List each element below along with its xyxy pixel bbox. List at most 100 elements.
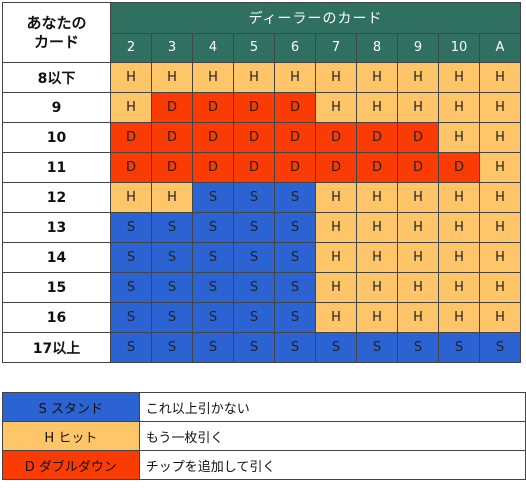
action-cell: S bbox=[233, 242, 275, 273]
action-cell: S bbox=[233, 332, 275, 363]
action-cell: S bbox=[274, 242, 316, 273]
your-card-header: あなたの カード bbox=[2, 2, 111, 63]
action-cell: H bbox=[315, 242, 357, 273]
action-cell: H bbox=[397, 272, 439, 303]
action-cell: H bbox=[356, 302, 398, 333]
dealer-card-10: 10 bbox=[438, 32, 480, 63]
table-row: 16 S S S S S H H H H H bbox=[2, 302, 521, 333]
action-cell: H bbox=[192, 62, 234, 93]
action-cell: H bbox=[479, 122, 521, 153]
dealer-card-2: 2 bbox=[110, 32, 152, 63]
action-cell: H bbox=[479, 302, 521, 333]
action-cell: S bbox=[151, 242, 193, 273]
action-cell: D bbox=[233, 152, 275, 183]
action-cell: H bbox=[274, 62, 316, 93]
action-cell: D bbox=[274, 92, 316, 123]
table-row: 17以上 S S S S S S S S S S bbox=[2, 332, 521, 363]
action-cell: D bbox=[192, 152, 234, 183]
hand-label: 16 bbox=[2, 302, 111, 333]
dealer-card-3: 3 bbox=[151, 32, 193, 63]
legend-table: S スタンド これ以上引かない H ヒット もう一枚引く D ダブルダウン チップを追加し… bbox=[2, 392, 526, 480]
table-row: 11 D D D D D D D D D H bbox=[2, 152, 521, 183]
hand-label: 9 bbox=[2, 92, 111, 123]
dealer-card-9: 9 bbox=[397, 32, 439, 63]
action-cell: H bbox=[438, 272, 480, 303]
action-cell: D bbox=[438, 152, 480, 183]
action-cell: S bbox=[274, 212, 316, 243]
action-cell: S bbox=[274, 332, 316, 363]
action-cell: S bbox=[438, 332, 480, 363]
action-cell: D bbox=[356, 122, 398, 153]
action-cell: D bbox=[192, 92, 234, 123]
action-cell: D bbox=[110, 122, 152, 153]
action-cell: D bbox=[397, 152, 439, 183]
action-cell: S bbox=[233, 212, 275, 243]
action-cell: S bbox=[192, 182, 234, 213]
action-cell: D bbox=[151, 152, 193, 183]
action-cell: D bbox=[233, 92, 275, 123]
action-cell: D bbox=[151, 92, 193, 123]
table-row: 10 D D D D D D D D H H bbox=[2, 122, 521, 153]
action-cell: H bbox=[438, 122, 480, 153]
hand-label: 15 bbox=[2, 272, 111, 303]
action-cell: H bbox=[315, 62, 357, 93]
table-row: 8以下 H H H H H H H H H H bbox=[2, 62, 521, 93]
legend-key: S スタンド bbox=[2, 392, 140, 422]
action-cell: S bbox=[192, 212, 234, 243]
legend-description: チップを追加して引く bbox=[138, 450, 526, 480]
action-cell: D bbox=[315, 122, 357, 153]
table-row: 15 S S S S S H H H H H bbox=[2, 272, 521, 303]
action-cell: S bbox=[233, 302, 275, 333]
action-cell: S bbox=[192, 302, 234, 333]
legend-key: H ヒット bbox=[2, 421, 140, 451]
table-row: 13 S S S S S H H H H H bbox=[2, 212, 521, 243]
action-cell: H bbox=[233, 62, 275, 93]
action-cell: H bbox=[110, 92, 152, 123]
action-cell: H bbox=[479, 212, 521, 243]
action-cell: S bbox=[110, 302, 152, 333]
dealer-card-row: 2 3 4 5 6 7 8 9 10 A bbox=[3, 32, 521, 63]
action-cell: S bbox=[151, 332, 193, 363]
action-cell: S bbox=[397, 332, 439, 363]
action-cell: S bbox=[356, 332, 398, 363]
action-cell: D bbox=[356, 152, 398, 183]
hand-label: 12 bbox=[2, 182, 111, 213]
action-cell: S bbox=[233, 182, 275, 213]
hand-label: 11 bbox=[2, 152, 111, 183]
action-cell: S bbox=[192, 272, 234, 303]
action-cell: S bbox=[274, 182, 316, 213]
action-cell: D bbox=[315, 152, 357, 183]
action-cell: H bbox=[397, 212, 439, 243]
action-cell: S bbox=[274, 272, 316, 303]
action-cell: H bbox=[479, 62, 521, 93]
action-cell: H bbox=[315, 212, 357, 243]
action-cell: H bbox=[315, 182, 357, 213]
action-cell: H bbox=[397, 182, 439, 213]
action-cell: S bbox=[110, 212, 152, 243]
table-row: 14 S S S S S H H H H H bbox=[2, 242, 521, 273]
action-cell: H bbox=[479, 92, 521, 123]
action-cell: H bbox=[438, 62, 480, 93]
action-cell: D bbox=[233, 122, 275, 153]
dealer-card-8: 8 bbox=[356, 32, 398, 63]
action-cell: H bbox=[356, 272, 398, 303]
action-cell: H bbox=[479, 152, 521, 183]
action-cell: H bbox=[356, 92, 398, 123]
action-cell: H bbox=[397, 92, 439, 123]
action-cell: H bbox=[315, 92, 357, 123]
hand-label: 13 bbox=[2, 212, 111, 243]
action-cell: H bbox=[315, 272, 357, 303]
action-cell: H bbox=[356, 212, 398, 243]
dealer-card-7: 7 bbox=[315, 32, 357, 63]
basic-strategy-table: あなたの カード ディーラーのカード 2 3 4 5 6 7 8 9 10 A 8以下 H H H H H H… bbox=[2, 2, 521, 363]
action-cell: H bbox=[151, 62, 193, 93]
dealer-card-header: ディーラーのカード bbox=[110, 2, 521, 34]
dealer-card-a: A bbox=[479, 32, 521, 63]
action-cell: D bbox=[110, 152, 152, 183]
action-cell: H bbox=[438, 182, 480, 213]
action-cell: S bbox=[315, 332, 357, 363]
table-row: 12 H H S S S H H H H H bbox=[2, 182, 521, 213]
action-cell: H bbox=[151, 182, 193, 213]
legend-row: H ヒット もう一枚引く bbox=[2, 421, 526, 451]
